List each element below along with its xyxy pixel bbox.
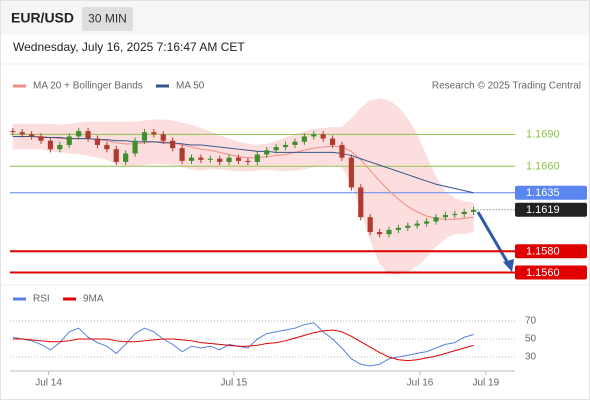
- candle-body: [329, 138, 336, 145]
- candle-body: [424, 221, 430, 224]
- candle-body: [198, 157, 204, 160]
- candle-body: [113, 149, 119, 162]
- bollinger-band: [12, 98, 474, 275]
- interval[interactable]: 30 MIN: [88, 12, 127, 26]
- candle-body: [123, 153, 129, 162]
- candle-body: [339, 144, 345, 158]
- candle-body: [442, 215, 448, 218]
- level-label: 1.1580: [526, 246, 560, 258]
- candle-body: [245, 160, 251, 162]
- candle-body: [348, 157, 354, 188]
- candle-body: [282, 144, 289, 148]
- candle-body: [433, 217, 439, 222]
- y-tick-label: 70: [525, 316, 537, 327]
- candle-body: [292, 141, 298, 145]
- forecast-arrowhead: [503, 259, 514, 272]
- legend-label: MA 20 + Bollinger Bands: [33, 81, 143, 92]
- candle-body: [29, 134, 35, 137]
- last-price-box: [515, 202, 587, 217]
- candle-body: [10, 131, 16, 133]
- legend-label: MA 50: [176, 81, 205, 92]
- forecast-arrow: [476, 211, 511, 266]
- candle-body: [264, 150, 270, 155]
- level-label: 1.1690: [526, 129, 560, 141]
- candle-body: [367, 217, 373, 233]
- candle-body: [188, 157, 195, 161]
- candle-body: [19, 132, 25, 135]
- candle-body: [358, 187, 364, 218]
- candle-body: [471, 209, 477, 212]
- y-tick-label: 50: [525, 334, 537, 345]
- candle-body: [226, 157, 232, 162]
- y-tick-label: 30: [525, 352, 537, 363]
- x-tick-label: Jul 14: [35, 378, 62, 389]
- candle-body: [104, 144, 110, 150]
- candle-body: [254, 154, 260, 162]
- level-label: 1.1635: [526, 187, 560, 199]
- datetime: Wednesday, July 16, 2025 7:16:47 AM CET: [13, 40, 245, 54]
- candle-body: [151, 132, 157, 135]
- candle-body: [376, 232, 383, 235]
- candle-body: [66, 136, 72, 145]
- candle-body: [47, 140, 54, 150]
- candle-body: [179, 148, 185, 161]
- x-tick-label: Jul 15: [220, 378, 247, 389]
- legend-label: 9MA: [83, 294, 104, 305]
- candle-body: [311, 134, 317, 137]
- level-label-box: [515, 244, 587, 259]
- candle-body: [94, 138, 101, 145]
- candle-body: [57, 144, 63, 150]
- candle-body: [76, 131, 82, 137]
- candle-body: [170, 140, 176, 149]
- candle-body: [395, 227, 401, 230]
- candle-body: [85, 131, 91, 139]
- candle-body: [386, 229, 392, 235]
- series-line: [12, 322, 474, 367]
- candle-body: [273, 147, 279, 151]
- level-label: 1.1660: [526, 161, 560, 173]
- last-price-label: 1.1619: [526, 204, 560, 216]
- level-label-box: [515, 185, 587, 200]
- candle-body: [38, 136, 44, 141]
- series-line: [12, 329, 474, 362]
- interval-button[interactable]: [82, 7, 133, 31]
- candle-body: [461, 211, 467, 214]
- candle-body: [141, 132, 148, 141]
- candle-body: [405, 225, 411, 228]
- candle-body: [320, 134, 326, 139]
- symbol: EUR/USD: [11, 10, 74, 26]
- candle-body: [235, 157, 242, 161]
- level-label: 1.1560: [526, 267, 560, 279]
- moving-average: [12, 135, 474, 194]
- candle-body: [132, 140, 138, 154]
- x-tick-label: Jul 16: [407, 378, 434, 389]
- candle-body: [452, 214, 458, 216]
- candle-body: [414, 223, 420, 226]
- attribution: Research © 2025 Trading Central: [432, 81, 581, 92]
- candle-body: [217, 158, 223, 162]
- candle-body: [160, 134, 166, 141]
- candle-body: [301, 136, 307, 142]
- x-tick-label: Jul 19: [473, 378, 500, 389]
- candle-body: [207, 158, 213, 160]
- legend-label: RSI: [33, 294, 50, 305]
- level-label-box: [515, 265, 587, 280]
